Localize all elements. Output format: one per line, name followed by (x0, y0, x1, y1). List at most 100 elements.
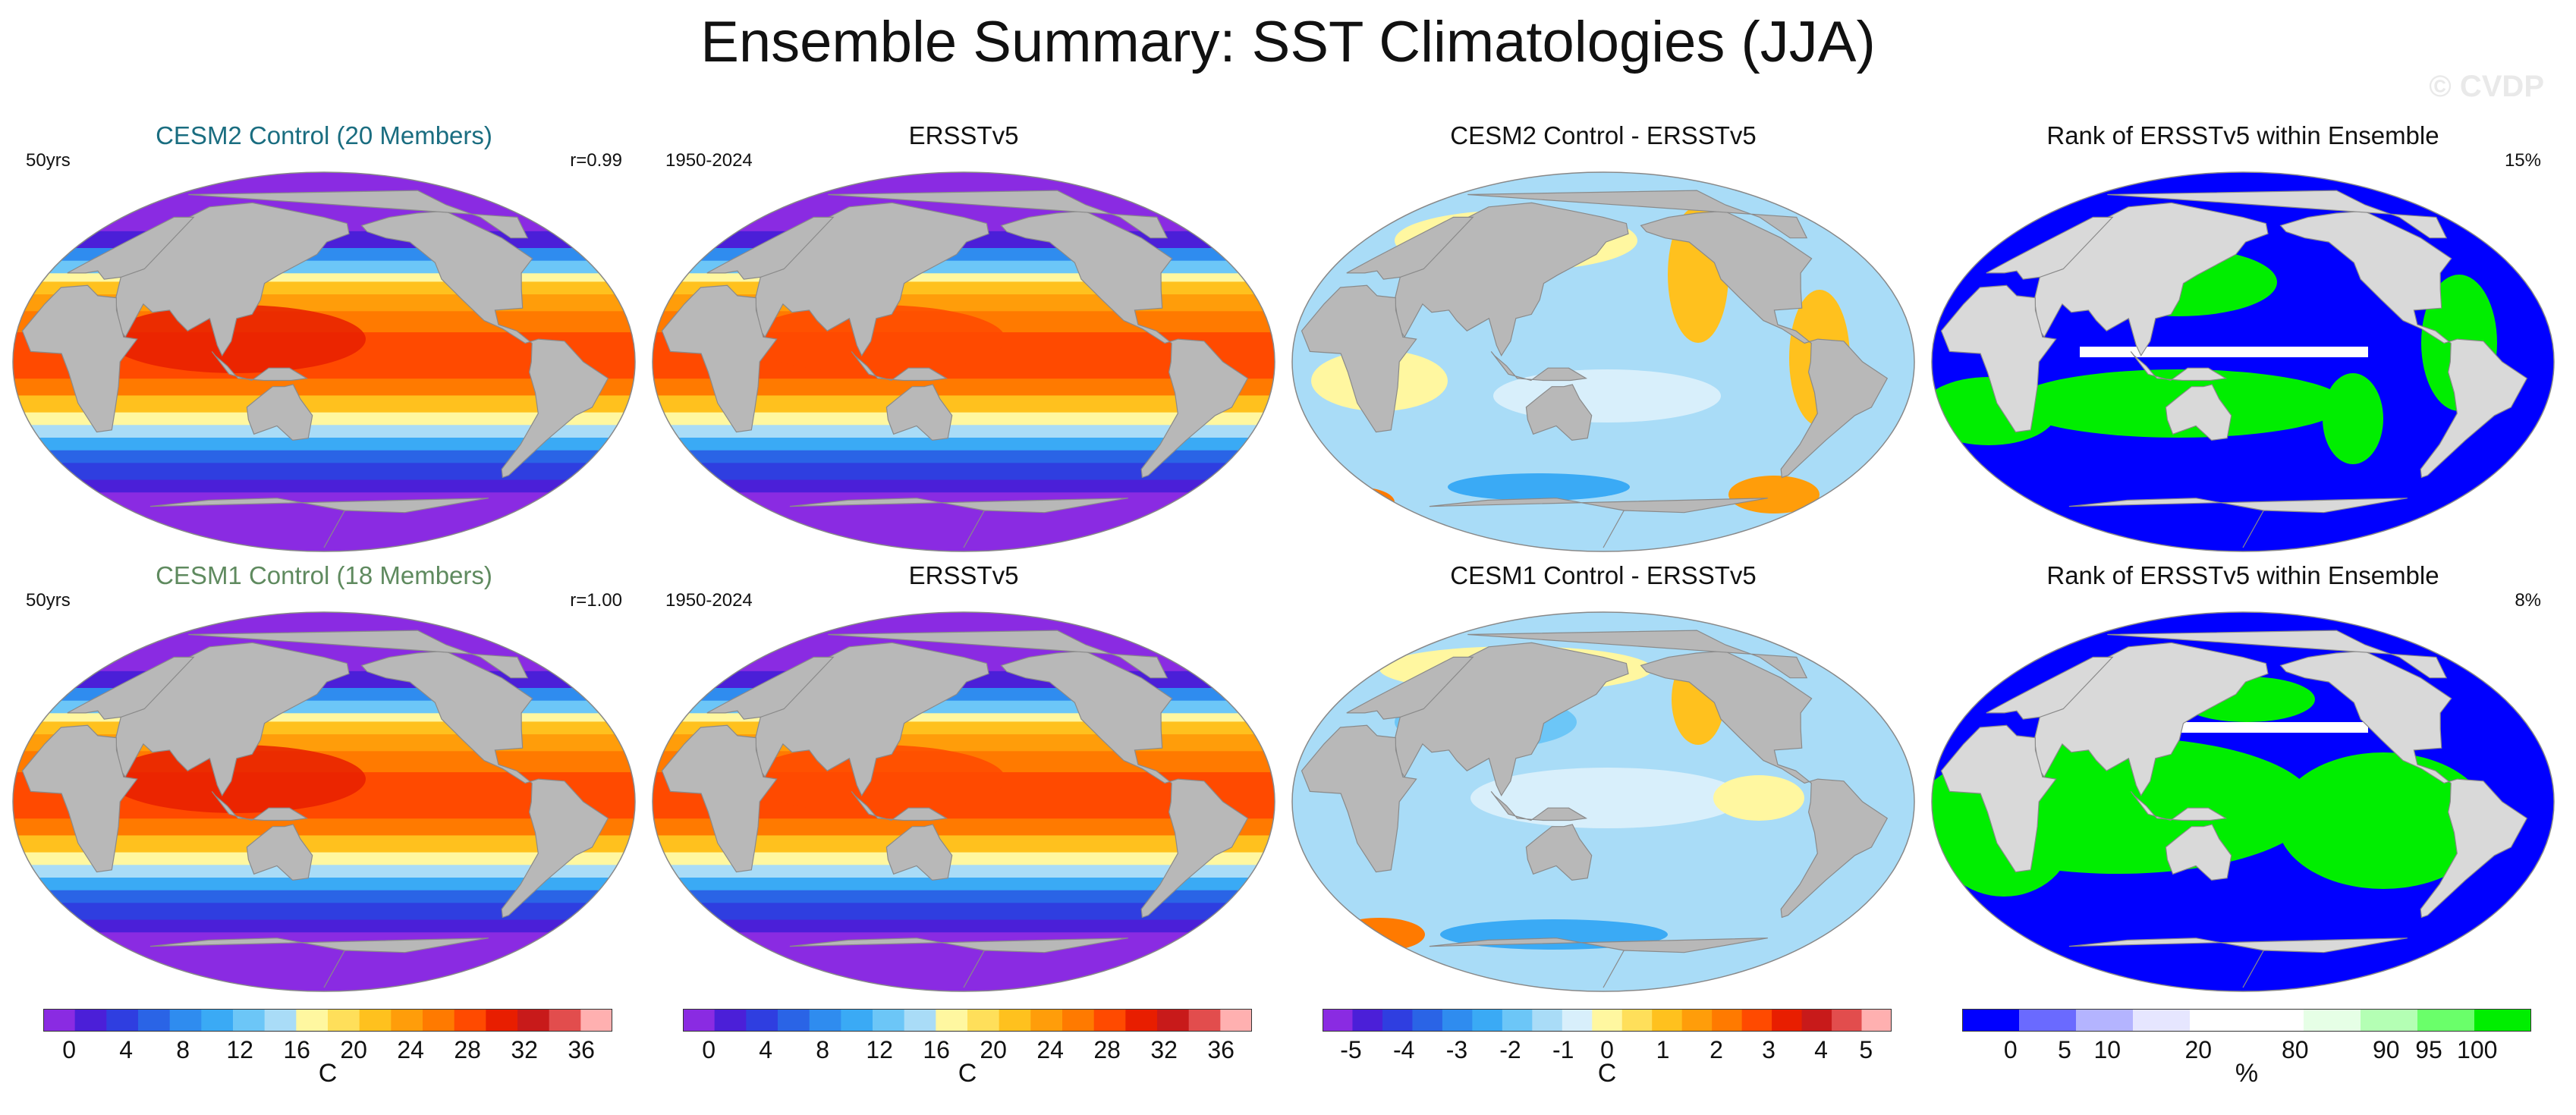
colorbar-swatch (549, 1009, 581, 1032)
world-map (12, 611, 636, 992)
land-europe (67, 216, 195, 280)
colorbar-tick-label: -2 (1499, 1036, 1521, 1063)
colorbar-swatch (967, 1009, 1000, 1032)
land-america (2279, 210, 2528, 479)
land-africa (661, 284, 778, 433)
sst-band (653, 450, 1275, 464)
sst-band (653, 479, 1275, 494)
rank-white-band (2080, 347, 2368, 357)
colorbar-ticks: 0 4 8 12 16 20 24 28 32 36 (683, 1036, 1260, 1066)
colorbar-tick-label: 20 (340, 1036, 367, 1063)
colorbar-swatch (1030, 1009, 1063, 1032)
colorbar-swatch (1157, 1009, 1190, 1032)
sst-band (653, 932, 1275, 991)
colorbar-swatch (1562, 1009, 1593, 1032)
land-europe (1986, 656, 2114, 720)
watermark-logo: © CVDP (2429, 70, 2544, 103)
land-greenland (1467, 630, 1808, 679)
land-america (1000, 210, 1249, 479)
colorbar-swatch (233, 1009, 266, 1032)
land-antarctica (2068, 938, 2408, 988)
colorbar-unit: C (1597, 1059, 1617, 1088)
land-america (2279, 650, 2528, 919)
land-america (1000, 650, 1249, 919)
land-australia (885, 824, 953, 881)
sst-band (653, 412, 1275, 426)
panel-right-label: r=0.99 (570, 150, 622, 171)
sst-band (653, 878, 1275, 891)
figure-title: Ensemble Summary: SST Climatologies (JJA… (700, 10, 1876, 74)
colorbar-swatch (423, 1009, 455, 1032)
colorbar-swatch (391, 1009, 423, 1032)
sst-band (13, 479, 635, 494)
panel-title: CESM2 Control (20 Members) (156, 121, 492, 149)
colorbar-ticks: 0 4 8 12 16 20 24 28 32 36 (43, 1036, 620, 1066)
colorbar-swatch (746, 1009, 778, 1032)
sst-band (13, 438, 635, 451)
colorbar-swatch (1220, 1009, 1252, 1032)
sst-band (13, 903, 635, 921)
colorbar-swatch (43, 1009, 76, 1032)
colorbar-swatch (1352, 1009, 1383, 1032)
colorbar-swatch (936, 1009, 968, 1032)
colorbar-swatch (1801, 1009, 1832, 1032)
colorbar-tick-label: 24 (397, 1036, 424, 1063)
map-panel: CESM1 Control - ERSSTv5 (1288, 561, 1918, 994)
rank-region (2277, 752, 2490, 889)
colorbar-swatch (1832, 1009, 1863, 1032)
land-greenland (1467, 190, 1808, 239)
land-antarctica (789, 498, 1128, 548)
land-america (1640, 650, 1889, 919)
land-australia (246, 824, 313, 881)
colorbar-tick-label: 90 (2372, 1036, 2400, 1063)
land-australia (885, 384, 953, 441)
land-europe (1346, 656, 1474, 720)
colorbar-swatch (1621, 1009, 1653, 1032)
land-america (360, 210, 609, 479)
world-map (1931, 611, 2555, 992)
sst-band (13, 835, 635, 853)
colorbar-ticks: -5 -4 -3 -2 -1 0 1 2 3 4 5 (1323, 1036, 1899, 1066)
sst-band (13, 721, 635, 736)
colorbar-swatch (454, 1009, 486, 1032)
colorbar-swatch (1652, 1009, 1683, 1032)
colorbar-tick-label: 12 (866, 1036, 893, 1063)
colorbar-swatch (841, 1009, 873, 1032)
sst-band (653, 835, 1275, 853)
land-europe (706, 656, 835, 720)
warm-pool (108, 305, 366, 373)
colorbar-swatch (1502, 1009, 1533, 1032)
colorbar-swatch (714, 1009, 747, 1032)
sst-band (13, 450, 635, 464)
colorbar-swatch (201, 1009, 234, 1032)
colorbar-tick-label: 4 (759, 1036, 773, 1063)
land-indonesia (211, 791, 309, 821)
map-outline (12, 611, 636, 992)
colorbar-swatch (2247, 1009, 2304, 1032)
colorbar-tick-label: -4 (1393, 1036, 1415, 1063)
colorbar-swatch (1861, 1009, 1892, 1032)
land-antarctica (2068, 498, 2408, 548)
colorbar-tick-label: 3 (1762, 1036, 1776, 1063)
sst-band (653, 852, 1275, 866)
land-indonesia (2130, 351, 2228, 382)
land-antarctica (1429, 938, 1768, 988)
map-outline (652, 611, 1275, 992)
panel-title: CESM1 Control - ERSSTv5 (1450, 561, 1757, 589)
panel-left-label: 1950-2024 (665, 590, 753, 611)
sst-band (13, 395, 635, 413)
colorbar-tick-label: 4 (119, 1036, 134, 1063)
sst-band (13, 412, 635, 426)
panel-title: Rank of ERSSTv5 within Ensemble (2046, 121, 2439, 149)
colorbar-tick-label: 20 (2184, 1036, 2213, 1063)
colorbar-swatch (683, 1009, 716, 1032)
map-outline (1931, 611, 2555, 992)
colorbar-swatch (296, 1009, 329, 1032)
colorbar-swatch (1472, 1009, 1503, 1032)
land-africa (661, 724, 778, 873)
colorbar-tick-label: 28 (454, 1036, 481, 1063)
colorbar-tick-label: 10 (2093, 1036, 2122, 1063)
land-indonesia (1490, 351, 1588, 382)
land-australia (2165, 824, 2232, 881)
colorbar-swatch (2019, 1009, 2077, 1032)
